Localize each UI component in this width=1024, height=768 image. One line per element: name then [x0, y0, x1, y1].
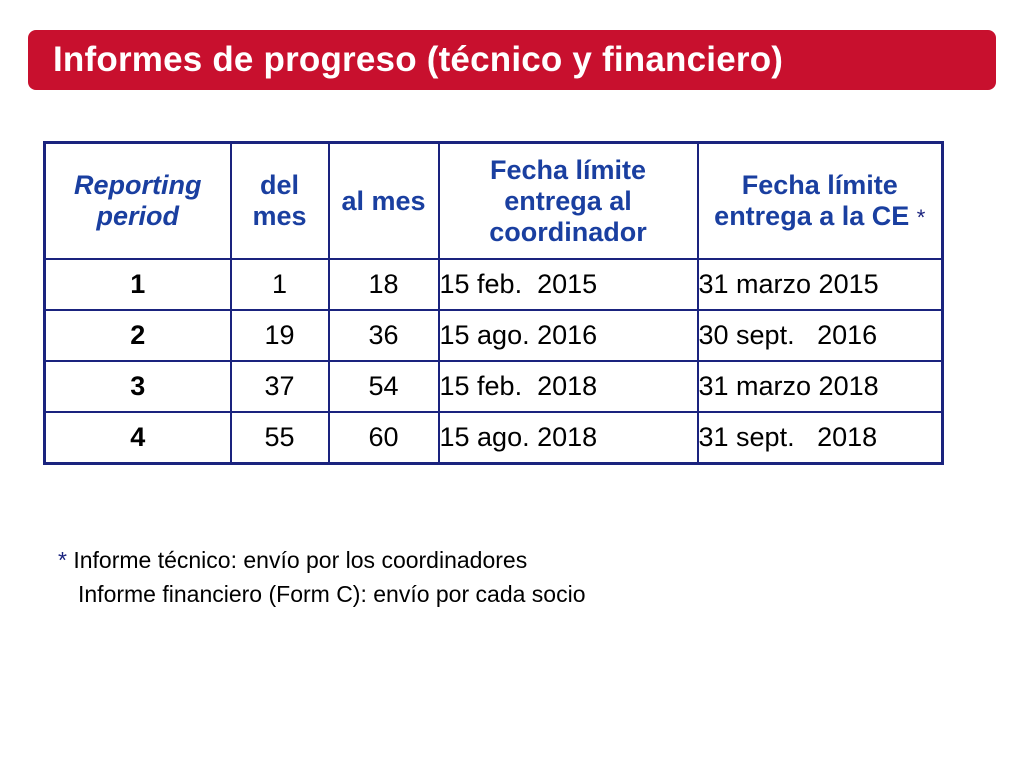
cell-from-month: 55	[229, 411, 330, 465]
cell-ce-deadline: 31 marzo 2015	[696, 258, 944, 311]
cell-to-month: 60	[327, 411, 440, 465]
cell-ce-deadline: 31 sept. 2018	[696, 411, 944, 465]
footnote-financial: Informe financiero (Form C): envío por c…	[78, 581, 586, 607]
cell-ce-deadline: 30 sept. 2016	[696, 309, 944, 362]
cell-coordinator-deadline: 15 ago. 2016	[437, 309, 699, 362]
cell-period: 4	[43, 411, 232, 465]
footnote-technical-text: Informe técnico: envío por los coordinad…	[73, 547, 528, 573]
cell-from-month: 37	[229, 360, 330, 413]
header-ce-deadline: Fecha límite entrega a la CE *	[696, 141, 944, 260]
cell-coordinator-deadline: 15 feb. 2015	[437, 258, 699, 311]
header-coordinator-deadline: Fecha límite entrega al coordinador	[437, 141, 699, 260]
header-reporting-period: Reporting period	[43, 141, 232, 260]
header-del-mes: del mes	[229, 141, 330, 260]
cell-period: 3	[43, 360, 232, 413]
table-row: 1 1 18 15 feb. 2015 31 marzo 2015	[43, 258, 944, 311]
footnote-marker: *	[58, 547, 67, 573]
cell-period: 2	[43, 309, 232, 362]
footnote-marker: *	[916, 204, 926, 230]
footnote-technical: * Informe técnico: envío por los coordin…	[58, 545, 585, 575]
cell-coordinator-deadline: 15 feb. 2018	[437, 360, 699, 413]
page-title: Informes de progreso (técnico y financie…	[53, 40, 784, 79]
table-row: 2 19 36 15 ago. 2016 30 sept. 2016	[43, 309, 944, 362]
title-bar: Informes de progreso (técnico y financie…	[28, 30, 996, 90]
cell-to-month: 18	[327, 258, 440, 311]
table-row: 3 37 54 15 feb. 2018 31 marzo 2018	[43, 360, 944, 413]
table-row: 4 55 60 15 ago. 2018 31 sept. 2018	[43, 411, 944, 465]
cell-period: 1	[43, 258, 232, 311]
cell-ce-deadline: 31 marzo 2018	[696, 360, 944, 413]
header-al-mes: al mes	[327, 141, 440, 260]
cell-coordinator-deadline: 15 ago. 2018	[437, 411, 699, 465]
reporting-table: Reporting period del mes al mes Fecha lí…	[43, 141, 944, 465]
cell-to-month: 36	[327, 309, 440, 362]
footnotes: * Informe técnico: envío por los coordin…	[58, 545, 585, 609]
cell-from-month: 19	[229, 309, 330, 362]
cell-to-month: 54	[327, 360, 440, 413]
cell-from-month: 1	[229, 258, 330, 311]
table-header-row: Reporting period del mes al mes Fecha lí…	[43, 141, 944, 260]
